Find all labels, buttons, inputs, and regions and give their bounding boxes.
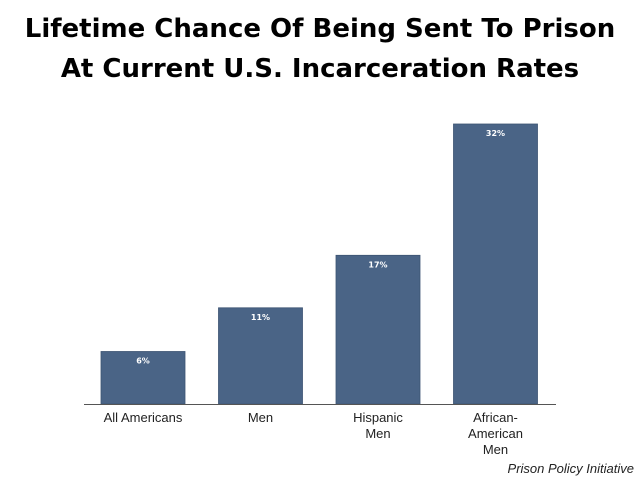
bar [453,123,538,405]
category-label: Hispanic Men [353,410,403,441]
category-label-line: All Americans [104,410,183,425]
category-label-line: Men [248,410,273,425]
chart-title: Lifetime Chance Of Being Sent To Prison [24,14,616,44]
chart-subtitle: At Current U.S. Incarceration Rates [60,54,580,84]
bars-group [100,123,538,405]
category-label-line: American [468,426,523,441]
category-label-line: Men [483,442,508,457]
category-label: All Americans [104,410,183,425]
bar [218,307,303,405]
category-label: Men [248,410,273,425]
bar [335,254,421,405]
category-label-line: Hispanic [353,410,403,425]
category-label-line: African- [473,410,518,425]
bar-value-label: 32% [486,129,505,138]
value-labels-group: 6% 11% 17% 32% [136,129,505,366]
category-label-line: Men [365,426,390,441]
bar-value-label: 17% [368,260,387,269]
bar-value-label: 11% [251,313,270,322]
category-label: African-American Men [468,410,523,457]
bar-value-label: 6% [136,357,150,366]
source-credit: Prison Policy Initiative [507,461,634,476]
category-labels-group: All Americans Men Hispanic MenAfrican-Ameri… [104,410,523,457]
